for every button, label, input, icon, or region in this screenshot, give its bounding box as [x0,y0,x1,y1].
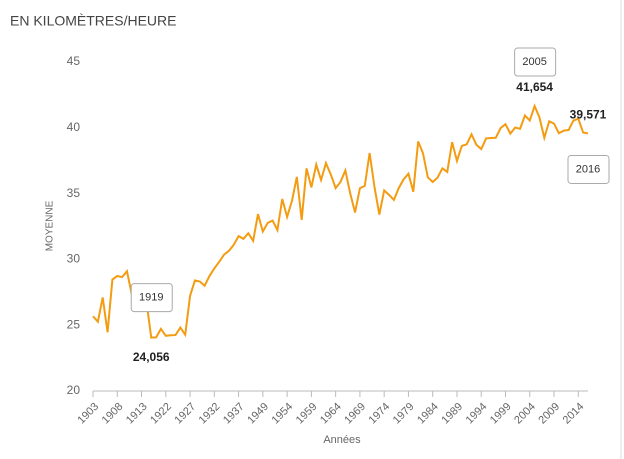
x-tick-label: 1932 [197,401,223,427]
chart-title: EN KILOMÈTRES/HEURE [10,13,176,29]
y-tick-label: 45 [67,54,81,68]
x-tick-label: 1954 [269,401,295,427]
x-axis-label: Années [323,434,361,446]
value-label: 41,654 [516,80,553,94]
value-label: 39,571 [570,108,607,122]
y-tick-label: 40 [67,120,81,134]
annotation-box [567,154,610,184]
x-tick-label: 1994 [464,401,490,427]
annotation-box [130,283,173,313]
y-tick-label: 30 [67,252,81,266]
x-tick-label: 1937 [221,401,247,427]
x-tick-label: 1969 [342,401,368,427]
annotation-label: 2016 [576,163,600,175]
data-line [92,103,589,339]
x-tick-label: 1908 [100,401,126,427]
annotation-label: 2005 [522,56,546,68]
x-tick-label: 1989 [439,401,465,427]
x-tick-label: 1903 [75,401,101,427]
x-tick-label: 1959 [294,401,320,427]
x-tick-label: 2004 [512,401,538,427]
annotation-box [514,47,557,77]
x-tick-label: 1979 [391,401,417,427]
y-tick-label: 25 [67,317,81,331]
x-tick-label: 1999 [488,401,514,427]
x-tick-label: 1949 [245,401,271,427]
x-tick-label: 1913 [124,401,150,427]
x-tick-label: 1927 [172,401,198,427]
y-tick-label: 20 [67,383,81,397]
x-tick-label: 1984 [415,401,441,427]
x-tick-label: 1922 [148,401,174,427]
y-tick-label: 35 [67,186,81,200]
x-tick-label: 2014 [561,401,587,427]
x-tick-label: 2009 [536,401,562,427]
annotation-label: 1919 [139,292,163,304]
y-axis-label: MOYENNE [45,200,56,251]
x-tick-label: 1964 [318,401,344,427]
x-tick-label: 1974 [367,401,393,427]
value-label: 24,056 [133,350,170,364]
